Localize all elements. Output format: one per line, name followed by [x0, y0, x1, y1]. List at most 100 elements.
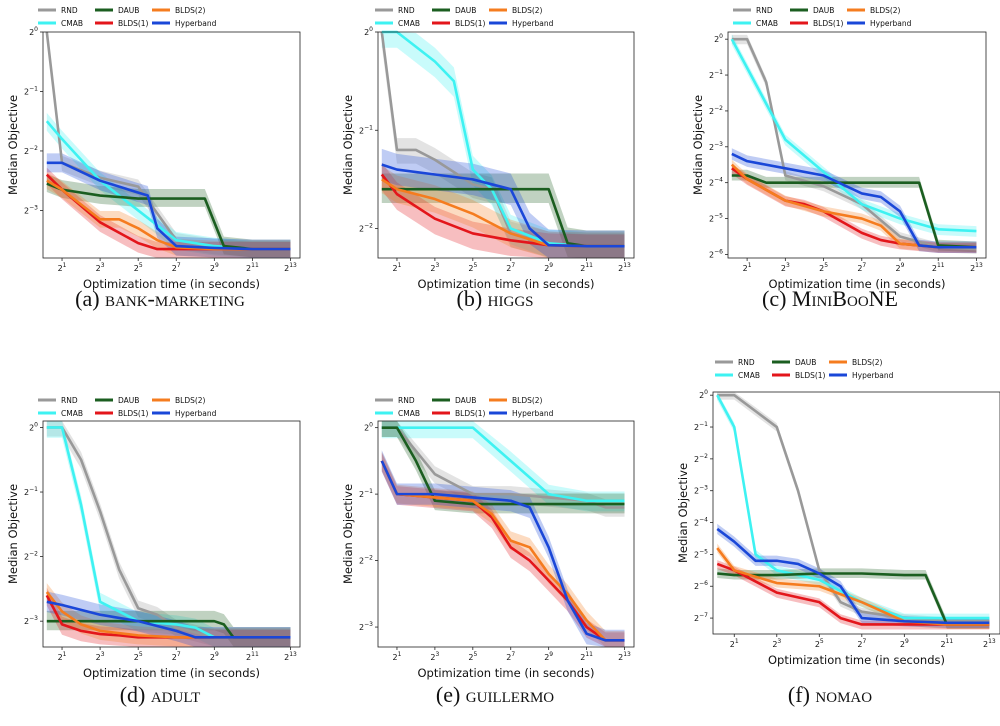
y-tick-label: 2−1 — [359, 124, 373, 135]
legend-d: RND DAUB BLDS(2) CMAB BLDS(1) Hyperband — [38, 396, 217, 418]
legend-label: CMAB — [738, 371, 760, 380]
chart-panel-a: RND DAUB BLDS(2) CMAB BLDS(1) Hyperband 21 23 25… — [6, 6, 301, 291]
y-axis-label: Median Objective — [676, 463, 690, 563]
x-tick-label: 25 — [134, 651, 143, 662]
y-axis-label: Median Objective — [341, 484, 355, 584]
series-line-daub-e — [381, 426, 625, 506]
x-tick-label: 29 — [544, 262, 553, 273]
legend-label: BLDS(2) — [870, 6, 901, 15]
x-tick-label: 25 — [815, 638, 824, 649]
legend-label: CMAB — [398, 19, 420, 28]
legend-label: RND — [738, 358, 755, 367]
y-tick-label: 2−5 — [709, 213, 723, 224]
x-tick-label: 23 — [772, 638, 781, 649]
x-tick-label: 27 — [857, 262, 866, 273]
legend-label: DAUB — [795, 358, 816, 367]
x-tick-label: 213 — [618, 651, 631, 662]
legend-label: RND — [398, 396, 415, 405]
x-tick-label: 211 — [580, 262, 593, 273]
y-tick-label: 2−1 — [24, 85, 38, 96]
band-rnd-e — [381, 421, 625, 517]
series-line-cmab-e — [381, 426, 625, 503]
band-blds2-c — [731, 159, 977, 253]
legend-label: Hyperband — [512, 19, 554, 28]
plot-frame-b — [377, 31, 635, 259]
legend-label: RND — [756, 6, 773, 15]
legend-label: CMAB — [61, 19, 83, 28]
y-tick-label: 2−3 — [24, 615, 38, 626]
series-line-hyperband-e — [380, 460, 625, 642]
x-tick-label: 211 — [246, 262, 259, 273]
legend-label: CMAB — [398, 409, 420, 418]
series-line-cmab-f — [716, 394, 990, 620]
x-tick-label: 29 — [210, 262, 219, 273]
y-tick-label: 2−1 — [709, 69, 723, 80]
x-tick-label: 21 — [730, 638, 739, 649]
y-tick-label: 2−3 — [359, 621, 373, 632]
x-tick-label: 27 — [172, 262, 181, 273]
plot-frame-d — [42, 420, 301, 648]
y-tick-label: 20 — [699, 389, 708, 400]
x-tick-label: 211 — [932, 262, 945, 273]
series-line-hyperband-a — [46, 161, 291, 251]
y-tick-label: 2−2 — [694, 453, 708, 464]
band-blds2-e — [381, 451, 625, 647]
band-rnd-f — [717, 392, 990, 626]
x-tick-label: 23 — [430, 651, 439, 662]
legend-label: RND — [61, 6, 78, 15]
band-blds1-c — [731, 164, 977, 253]
legend-label: BLDS(2) — [175, 396, 206, 405]
x-tick-label: 25 — [468, 651, 477, 662]
y-axis-label: Median Objective — [6, 484, 20, 584]
x-tick-label: 27 — [857, 638, 866, 649]
legend-e: RND DAUB BLDS(2) CMAB BLDS(1) Hyperband — [375, 396, 554, 418]
plot-frame-f — [712, 391, 1000, 635]
legend-label: BLDS(1) — [118, 19, 149, 28]
plot-frame-e — [377, 420, 635, 648]
y-tick-label: 2−3 — [24, 204, 38, 215]
band-blds1-a — [46, 167, 291, 258]
x-tick-label: 211 — [246, 651, 259, 662]
y-tick-label: 2−2 — [359, 555, 373, 566]
x-tick-label: 213 — [983, 638, 996, 649]
legend-label: Hyperband — [870, 19, 912, 28]
y-tick-label: 20 — [364, 422, 373, 433]
x-axis-label: Optimization time (in seconds) — [83, 666, 260, 680]
x-tick-label: 23 — [781, 262, 790, 273]
x-tick-label: 23 — [96, 651, 105, 662]
chart-panel-f: RND DAUB BLDS(2) CMAB BLDS(1) Hyperband 21 23 25… — [676, 358, 1000, 667]
x-tick-label: 211 — [940, 638, 953, 649]
legend-label: RND — [61, 396, 78, 405]
x-axis-label: Optimization time (in seconds) — [418, 666, 595, 680]
x-axis-label: Optimization time (in seconds) — [769, 277, 946, 291]
caption-c: (c) MiniBooNE — [762, 286, 898, 311]
plot-frame-a — [42, 31, 301, 259]
y-tick-label: 2−6 — [709, 248, 723, 259]
x-tick-label: 213 — [618, 262, 631, 273]
x-tick-label: 213 — [970, 262, 983, 273]
legend-label: BLDS(2) — [512, 6, 543, 15]
x-tick-label: 27 — [506, 262, 515, 273]
x-tick-label: 27 — [506, 651, 515, 662]
y-axis-label: Median Objective — [691, 95, 705, 195]
y-tick-label: 2−1 — [24, 486, 38, 497]
x-tick-label: 25 — [819, 262, 828, 273]
legend-label: DAUB — [813, 6, 834, 15]
y-tick-label: 2−2 — [359, 223, 373, 234]
legend-label: BLDS(1) — [455, 19, 486, 28]
legend-label: Hyperband — [175, 409, 217, 418]
series-line-blds2-e — [380, 460, 625, 642]
legend-label: Hyperband — [512, 409, 554, 418]
x-tick-label: 29 — [544, 651, 553, 662]
legend-label: Hyperband — [175, 19, 217, 28]
y-tick-label: 20 — [29, 26, 38, 37]
chart-panel-b: RND DAUB BLDS(2) CMAB BLDS(1) Hyperband 21 23 25… — [341, 6, 635, 291]
y-tick-label: 20 — [364, 26, 373, 37]
series-line-hyperband-c — [731, 152, 977, 249]
series-line-hyperband-d — [46, 600, 291, 639]
legend-label: DAUB — [118, 396, 139, 405]
legend-label: BLDS(1) — [795, 371, 826, 380]
caption-b: (b) higgs — [456, 286, 534, 311]
legend-label: Hyperband — [852, 371, 894, 380]
